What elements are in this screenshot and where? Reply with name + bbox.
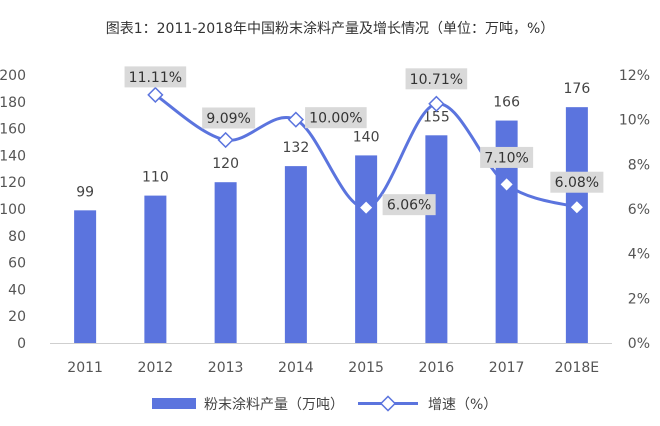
growth-line-series: 11.11% 9.09% 10.00% 6.06% 10.71% 7.10% 6.08% xyxy=(124,66,604,216)
bar-value-label: 99 xyxy=(76,184,94,200)
x-tick-label: 2011 xyxy=(67,360,103,376)
y-left-tick-label: 0 xyxy=(17,336,26,352)
legend-line-marker xyxy=(379,395,397,412)
growth-value-label: 10.00% xyxy=(309,111,362,127)
growth-label-box xyxy=(202,107,256,129)
y-right-tick-label: 8% xyxy=(628,157,650,173)
growth-point xyxy=(498,176,515,193)
y-left-tick-label: 40 xyxy=(8,282,26,298)
bar xyxy=(214,182,237,343)
bar-value-label: 140 xyxy=(353,129,380,145)
legend-line-label: 增速（%） xyxy=(428,397,497,413)
bar-value-label: 132 xyxy=(283,140,310,156)
chart-title: 图表1：2011-2018年中国粉末涂料产量及增长情况（单位：万吨，%） xyxy=(105,21,555,37)
y-right-tick-label: 2% xyxy=(628,291,650,307)
legend: 粉末涂料产量（万吨） 增速（%） xyxy=(152,395,497,413)
y-left-tick-label: 140 xyxy=(0,148,26,164)
left-axis: 0 20 40 60 80 100 120 140 160 180 200 xyxy=(0,68,26,352)
y-right-tick-label: 6% xyxy=(628,202,650,218)
growth-point xyxy=(428,95,445,112)
growth-label-box xyxy=(382,194,436,216)
y-left-tick-label: 200 xyxy=(0,68,26,84)
growth-label-box xyxy=(405,68,468,90)
bar xyxy=(425,135,448,343)
y-left-tick-label: 100 xyxy=(0,202,26,218)
y-right-tick-label: 10% xyxy=(619,113,650,129)
y-left-tick-label: 120 xyxy=(0,175,26,191)
growth-label-box xyxy=(305,107,367,129)
growth-value-label: 10.71% xyxy=(410,72,463,88)
y-left-tick-label: 20 xyxy=(8,309,26,325)
x-tick-label: 2015 xyxy=(348,360,384,376)
bar xyxy=(144,195,167,343)
bar-value-label: 166 xyxy=(493,95,520,111)
bar-value-label: 155 xyxy=(423,109,450,125)
growth-value-label: 6.06% xyxy=(387,198,431,214)
x-tick-label: 2012 xyxy=(138,360,174,376)
growth-point xyxy=(568,199,586,216)
bar-value-label: 176 xyxy=(564,81,591,97)
bar-value-label: 120 xyxy=(212,156,239,172)
x-tick-label: 2016 xyxy=(419,360,455,376)
bar xyxy=(495,120,518,343)
growth-label-box xyxy=(124,66,187,88)
growth-value-label: 7.10% xyxy=(484,150,528,166)
growth-value-label: 9.09% xyxy=(206,111,250,127)
bar xyxy=(74,210,97,343)
y-left-tick-label: 160 xyxy=(0,122,26,138)
x-tick-label: 2013 xyxy=(208,360,244,376)
growth-label-box xyxy=(550,171,604,193)
growth-point xyxy=(217,131,234,149)
y-right-tick-label: 4% xyxy=(628,247,650,263)
growth-value-label: 6.08% xyxy=(555,175,599,191)
bar xyxy=(565,107,588,343)
bar xyxy=(355,155,378,343)
growth-point xyxy=(357,199,375,216)
x-tick-label: 2017 xyxy=(489,360,525,376)
bar xyxy=(284,166,307,343)
growth-label-box xyxy=(480,146,534,168)
legend-bar-swatch xyxy=(152,398,196,409)
right-axis: 0% 2% 4% 6% 8% 10% 12% xyxy=(619,68,650,352)
y-left-tick-label: 60 xyxy=(8,256,26,272)
bar-labels: 99 110 120 132 140 155 166 176 xyxy=(76,81,590,200)
y-right-tick-label: 12% xyxy=(619,68,650,84)
y-left-tick-label: 180 xyxy=(0,95,26,111)
x-tick-label: 2018E xyxy=(555,360,599,376)
growth-point xyxy=(147,86,164,104)
bar-series xyxy=(74,107,588,343)
y-left-tick-label: 80 xyxy=(8,229,26,245)
growth-point xyxy=(287,111,305,128)
y-right-tick-label: 0% xyxy=(628,336,650,352)
x-tick-label: 2014 xyxy=(278,360,314,376)
legend-bar-label: 粉末涂料产量（万吨） xyxy=(204,397,344,413)
x-axis: 2011 2012 2013 2014 2015 2016 2017 2018E xyxy=(50,343,612,376)
growth-value-label: 11.11% xyxy=(129,70,182,86)
bar-value-label: 110 xyxy=(142,170,169,186)
